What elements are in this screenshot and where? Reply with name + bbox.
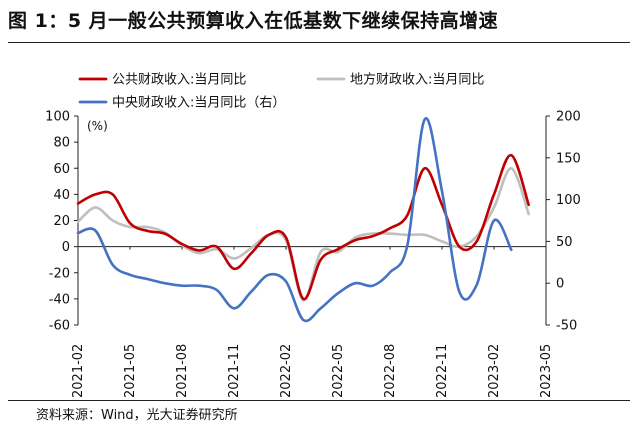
left-axis-unit: (%) [87, 119, 108, 133]
right-tick-label: 100 [556, 193, 581, 208]
legend-item-public-revenue: 公共财政收入:当月同比 [78, 73, 246, 88]
series-line-public-revenue [76, 153, 530, 301]
left-tick-label: 40 [53, 188, 70, 203]
source-note: 资料来源：Wind，光大证券研究所 [36, 408, 238, 423]
x-tick-label: 2021-11 [227, 344, 242, 398]
series-line-local-revenue [76, 167, 530, 302]
legend-item-local-revenue: 地方财政收入:当月同比 [316, 72, 484, 88]
left-tick-label: -40 [49, 292, 70, 307]
right-tick-label: 50 [556, 235, 573, 250]
x-tick-label: 2021-08 [175, 344, 190, 398]
source-divider [8, 400, 630, 401]
series-line-central-revenue [76, 117, 513, 323]
left-tick-label: 0 [62, 240, 70, 255]
legend-label: 地方财政收入:当月同比 [350, 72, 484, 88]
x-tick-label: 2023-05 [539, 344, 554, 398]
chart-series [76, 117, 530, 323]
left-tick-label: 60 [53, 162, 70, 177]
left-tick-label: -60 [49, 319, 70, 334]
x-tick-label: 2023-02 [487, 344, 502, 398]
right-tick-label: 200 [556, 110, 581, 125]
right-tick-label: 0 [556, 277, 564, 292]
legend-label: 公共财政收入:当月同比 [112, 73, 246, 88]
x-tick-label: 2022-11 [435, 344, 450, 398]
left-tick-label: 80 [53, 136, 70, 151]
left-tick-label: 100 [45, 110, 70, 125]
x-tick-label: 2021-02 [71, 344, 86, 398]
legend-label: 中央财政收入:当月同比（右） [112, 96, 285, 111]
legend-item-central-revenue: 中央财政收入:当月同比（右） [78, 96, 285, 111]
left-tick-label: -20 [49, 266, 70, 281]
x-tick-label: 2022-08 [383, 344, 398, 398]
right-tick-label: -50 [556, 319, 577, 334]
x-tick-label: 2022-05 [331, 344, 346, 398]
x-tick-label: 2021-05 [123, 344, 138, 398]
right-tick-label: 150 [556, 151, 581, 166]
chart-axes: -60 -40 -20 0 20 40 60 80 100 -50 0 50 100 150 200 (%) 2… [45, 110, 581, 399]
left-tick-label: 20 [53, 214, 70, 229]
title-divider [8, 42, 630, 43]
figure-title: 图 1：5 月一般公共预算收入在低基数下继续保持高增速 [8, 10, 499, 32]
x-tick-label: 2022-02 [279, 344, 294, 398]
